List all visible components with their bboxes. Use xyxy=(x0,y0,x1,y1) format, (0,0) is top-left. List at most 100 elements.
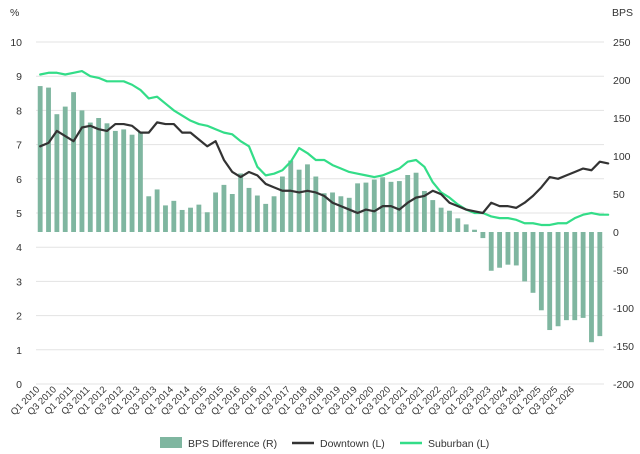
suburban-line xyxy=(39,69,610,227)
bps-difference-bar xyxy=(455,218,461,232)
bps-difference-bar xyxy=(87,122,93,232)
bps-difference-bar xyxy=(271,196,277,232)
bps-difference-bar xyxy=(505,232,511,265)
left-tick-label: 6 xyxy=(16,174,22,186)
bps-difference-bar xyxy=(188,207,193,232)
bps-difference-bar xyxy=(112,130,118,232)
bps-difference-bar xyxy=(472,229,477,232)
bps-difference-bar xyxy=(263,203,269,232)
bps-difference-bar xyxy=(229,194,235,232)
bps-difference-bar xyxy=(37,86,43,232)
right-tick-label: 50 xyxy=(613,189,625,201)
gridlines xyxy=(36,41,604,385)
bps-difference-bar xyxy=(221,184,227,232)
left-tick-label: 9 xyxy=(16,71,22,83)
right-tick-label: 200 xyxy=(613,75,631,87)
bps-difference-bars xyxy=(37,86,603,343)
legend-label-bps-difference: BPS Difference (R) xyxy=(188,438,277,450)
bps-difference-bar xyxy=(563,232,569,321)
bps-difference-bar xyxy=(463,224,469,232)
left-tick-label: 5 xyxy=(16,208,22,220)
legend-label-downtown: Downtown (L) xyxy=(320,438,385,450)
bps-difference-bar xyxy=(129,134,135,232)
bps-difference-bar xyxy=(288,160,294,232)
bps-difference-bar xyxy=(154,189,160,232)
bps-difference-bar xyxy=(171,200,177,232)
bps-difference-bar xyxy=(547,232,553,331)
right-tick-label: 100 xyxy=(613,151,631,163)
left-tick-label: 8 xyxy=(16,105,22,117)
bps-difference-bar xyxy=(538,232,544,311)
bps-difference-bar xyxy=(254,195,260,232)
right-tick-label: -150 xyxy=(613,341,634,353)
bps-difference-bar xyxy=(580,232,586,318)
right-axis-unit: BPS xyxy=(612,7,633,19)
bps-difference-bar xyxy=(163,205,168,232)
bps-difference-bar xyxy=(179,209,185,232)
bps-difference-bar xyxy=(121,129,127,232)
bps-difference-bar xyxy=(355,183,361,232)
bps-difference-bar xyxy=(296,169,302,232)
left-tick-label: 3 xyxy=(16,276,22,288)
left-tick-label: 0 xyxy=(16,379,22,391)
bps-difference-bar xyxy=(555,232,561,327)
bps-difference-bar xyxy=(330,192,335,232)
bps-difference-bar xyxy=(497,232,503,268)
bps-difference-bar xyxy=(338,196,344,232)
bps-difference-bar xyxy=(346,197,352,232)
bps-difference-bar xyxy=(430,200,436,232)
bps-difference-bar xyxy=(305,164,310,232)
right-tick-label: -100 xyxy=(613,303,634,315)
right-tick-label: -200 xyxy=(613,379,634,391)
left-tick-label: 1 xyxy=(16,345,22,357)
bps-difference-bar xyxy=(213,192,219,232)
left-tick-label: 10 xyxy=(10,37,22,49)
bps-difference-bar xyxy=(321,193,327,232)
bps-difference-bar xyxy=(79,110,85,232)
legend: BPS Difference (R) Downtown (L) Suburban (… xyxy=(160,437,489,450)
bps-difference-bar xyxy=(46,87,51,232)
bps-difference-bar xyxy=(480,232,486,239)
legend-swatch-bps-difference xyxy=(160,437,182,448)
bps-difference-bar xyxy=(238,173,244,232)
bps-difference-bar xyxy=(62,106,68,232)
right-tick-label: 150 xyxy=(613,113,631,125)
bps-difference-bar xyxy=(589,232,594,343)
bps-difference-bar xyxy=(421,190,427,232)
bps-difference-bar xyxy=(104,123,110,232)
bps-difference-bar xyxy=(522,232,528,282)
bps-difference-bar xyxy=(137,131,143,232)
bps-difference-bar xyxy=(313,176,319,232)
bps-difference-bar xyxy=(597,232,603,337)
right-tick-label: 250 xyxy=(613,37,631,49)
bps-difference-bar xyxy=(196,204,202,232)
bps-difference-bar xyxy=(371,179,377,232)
bps-difference-bar xyxy=(413,172,419,232)
legend-label-suburban: Suburban (L) xyxy=(428,438,489,450)
left-tick-label: 2 xyxy=(16,311,22,323)
bps-difference-bar xyxy=(71,92,77,232)
bps-difference-bar xyxy=(380,177,386,232)
bps-difference-bar xyxy=(363,182,369,232)
bps-difference-bar xyxy=(96,118,102,232)
bps-difference-bar xyxy=(246,187,252,232)
bps-difference-bar xyxy=(204,212,210,232)
bps-difference-bar xyxy=(396,181,402,232)
left-axis-ticks: 0 1 2 3 4 5 6 7 8 9 10 xyxy=(10,37,22,391)
left-tick-label: 7 xyxy=(16,140,22,152)
bps-difference-bar xyxy=(513,232,519,266)
bps-difference-bar xyxy=(438,207,444,232)
bps-difference-bar xyxy=(488,232,494,271)
bps-difference-bar xyxy=(447,210,452,232)
bps-difference-bar xyxy=(572,232,578,321)
bps-difference-bar xyxy=(530,232,536,293)
right-axis-ticks: -200 -150 -100 -50 0 50 100 150 200 250 xyxy=(613,37,634,391)
left-tick-label: 4 xyxy=(16,242,22,254)
left-axis-unit: % xyxy=(10,7,19,19)
bps-difference-bar xyxy=(54,114,60,232)
series-lines xyxy=(39,69,610,227)
bps-difference-bar xyxy=(146,196,152,232)
